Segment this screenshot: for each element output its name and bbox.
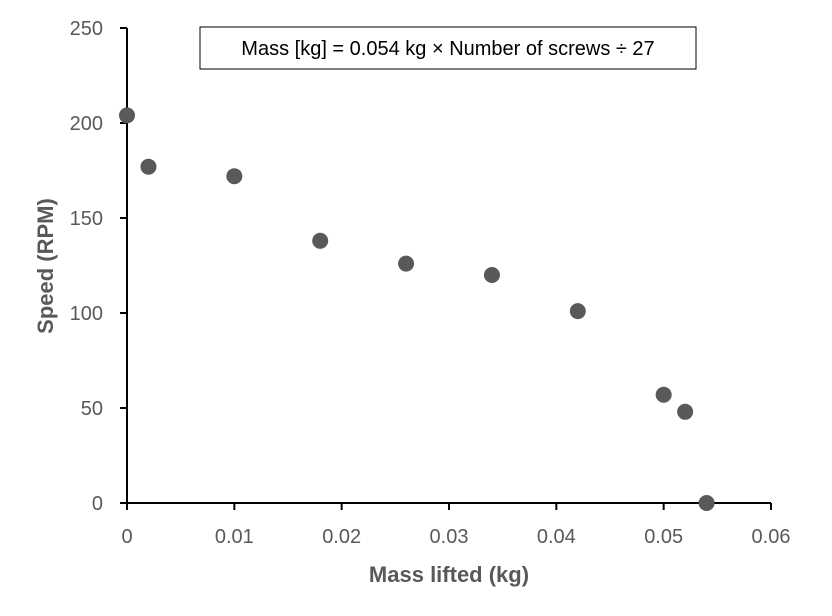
axes [126, 28, 771, 504]
x-axis-title: Mass lifted (kg) [369, 562, 529, 587]
x-tick-label: 0 [121, 526, 132, 548]
annotation-text: Mass [kg] = 0.054 kg × Number of screws … [241, 38, 654, 60]
x-tick-label: 0.05 [644, 526, 683, 548]
y-tick-label: 200 [70, 113, 103, 135]
data-point [655, 386, 672, 403]
data-point [483, 267, 500, 283]
x-tick-label: 0.02 [322, 526, 361, 548]
y-axis-title: Speed (RPM) [33, 198, 58, 334]
data-point [119, 107, 135, 124]
data-point [140, 158, 157, 175]
data-point [698, 495, 715, 511]
y-ticks: 0 50 100 150 200 250 [70, 18, 127, 515]
x-tick-label: 0.01 [215, 526, 254, 548]
annotation-box: Mass [kg] = 0.054 kg × Number of screws … [199, 26, 697, 70]
data-point [226, 168, 243, 185]
x-tick-label: 0.03 [430, 526, 469, 548]
x-tick-label: 0.06 [752, 526, 791, 548]
y-tick-label: 100 [70, 303, 103, 325]
y-tick-label: 0 [92, 493, 103, 515]
data-point [569, 303, 586, 320]
y-tick-label: 150 [70, 208, 103, 230]
annotation-frame [199, 26, 697, 70]
x-tick-label: 0.04 [537, 526, 576, 548]
data-point [312, 232, 329, 249]
data-point [677, 403, 694, 420]
y-tick-label: 250 [70, 18, 103, 40]
y-tick-label: 50 [81, 398, 103, 420]
x-ticks: 0 0.01 0.02 0.03 0.04 0.05 0.06 [121, 503, 790, 548]
data-points [119, 107, 715, 511]
data-point [398, 255, 415, 272]
